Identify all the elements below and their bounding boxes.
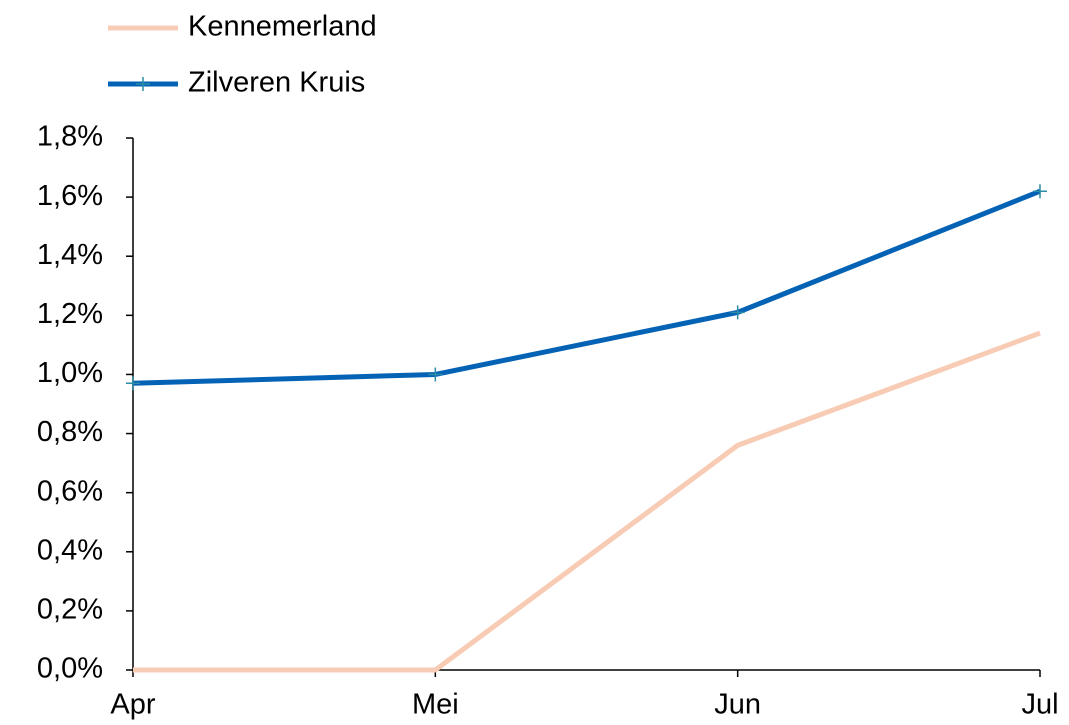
x-tick-label: Mei [412, 689, 459, 721]
x-tick-label: Apr [110, 689, 155, 721]
series-line [132, 188, 1041, 386]
series-line [133, 330, 1041, 673]
legend-marker [136, 77, 150, 91]
y-tick-label: 1,4% [37, 239, 103, 271]
y-tick-label: 1,2% [37, 298, 103, 330]
y-tick-label: 0,6% [37, 475, 103, 507]
point-marker [1033, 184, 1047, 199]
legend-label: Zilveren Kruis [188, 67, 365, 99]
y-tick-label: 0,8% [37, 416, 103, 448]
y-tick-label: 1,0% [37, 357, 103, 389]
point-marker [126, 376, 140, 391]
y-tick-label: 0,4% [37, 534, 103, 566]
y-tick-label: 1,6% [37, 180, 103, 212]
x-tick-label: Jul [1021, 689, 1058, 721]
y-tick-label: 0,0% [37, 653, 103, 685]
x-tick-label: Jun [714, 689, 761, 721]
y-tick-label: 0,2% [37, 594, 103, 626]
legend-label: Kennemerland [188, 11, 377, 43]
y-tick-label: 1,8% [37, 121, 103, 153]
point-marker [730, 305, 745, 320]
point-marker [428, 367, 443, 382]
